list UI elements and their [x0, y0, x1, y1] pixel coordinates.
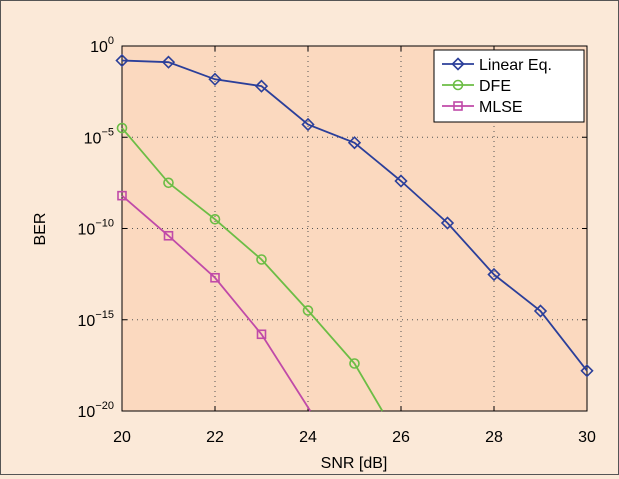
series-mlse: [117, 190, 312, 412]
legend-label: DFE: [479, 78, 511, 95]
axis-ticks: 20 22 24 26 28 30 100 10−5 10−10 10−15 10−20: [78, 35, 596, 446]
series-line: [121, 127, 384, 412]
series-line: [121, 194, 312, 412]
y-tick-label: 10−10: [78, 218, 114, 239]
data-point: [254, 79, 269, 93]
x-tick-label: 30: [578, 429, 596, 446]
data-point: [161, 55, 176, 69]
data-point: [349, 358, 360, 369]
x-tick-label: 24: [299, 429, 317, 446]
y-tick-label: 10−20: [78, 400, 114, 421]
data-point: [209, 213, 221, 225]
x-tick-label: 22: [206, 429, 224, 446]
data-point: [301, 117, 315, 132]
legend-marker: [453, 101, 463, 111]
x-tick-label: 28: [485, 429, 503, 446]
data-point: [440, 216, 455, 230]
data-point: [256, 329, 267, 340]
x-tick-label: 20: [113, 429, 131, 446]
legend-marker: [451, 57, 465, 71]
data-point: [580, 364, 594, 378]
data-point: [208, 72, 222, 86]
data-point: [117, 190, 127, 201]
x-tick-label: 26: [392, 429, 410, 446]
series-linear-eq: [115, 53, 594, 378]
data-point: [163, 230, 174, 241]
data-point: [533, 304, 548, 318]
data-point: [302, 305, 314, 316]
legend-marker: [452, 79, 464, 91]
data-point: [116, 122, 128, 134]
data-point: [163, 177, 174, 189]
data-point: [256, 254, 267, 265]
y-tick-label: 10−5: [84, 126, 114, 147]
y-tick-label: 100: [90, 35, 114, 56]
y-tick-label: 10−15: [78, 309, 114, 330]
legend-label: Linear Eq.: [479, 57, 552, 74]
series-dfe: [116, 122, 384, 412]
data-point: [347, 136, 362, 150]
series-layer: [115, 53, 594, 412]
legend: Linear Eq. DFE MLSE: [433, 49, 585, 123]
legend-label: MLSE: [479, 99, 523, 116]
x-axis-label: SNR [dB]: [321, 455, 388, 472]
y-axis-label: BER: [32, 213, 49, 246]
data-point: [487, 267, 501, 282]
data-point: [210, 272, 220, 283]
data-point: [394, 174, 408, 188]
data-point: [115, 53, 129, 68]
series-line: [121, 59, 588, 372]
